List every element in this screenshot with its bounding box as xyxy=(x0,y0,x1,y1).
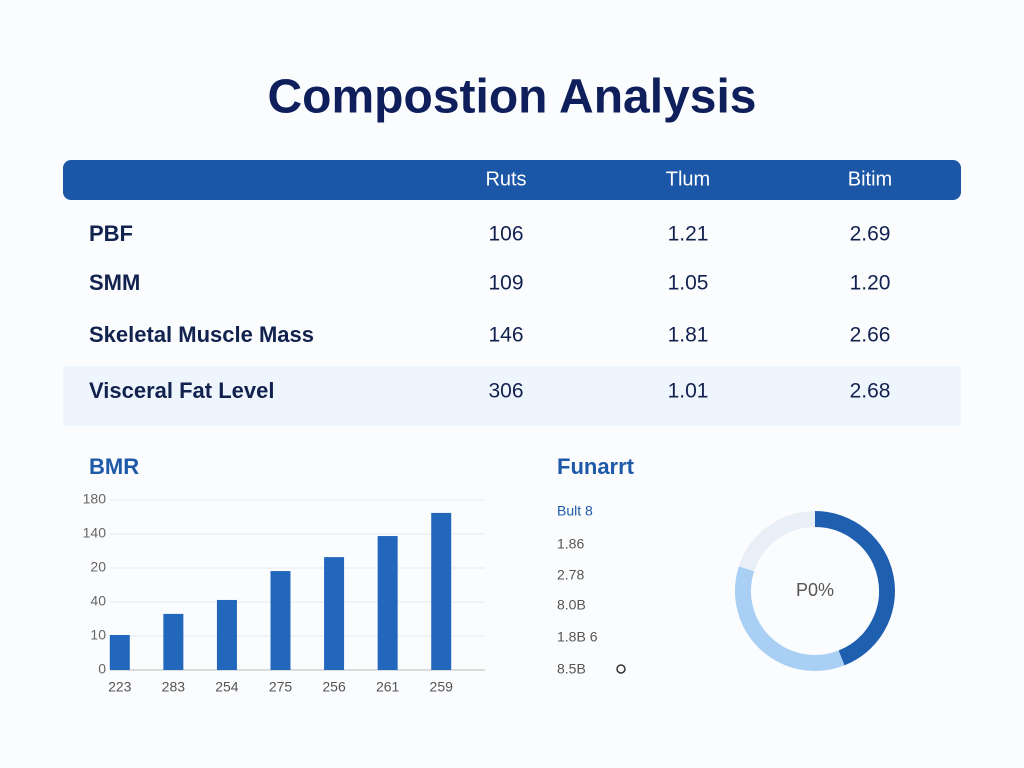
panel-item: 8.5B xyxy=(557,661,586,677)
x-tick-label: 261 xyxy=(376,679,400,695)
table-cell: 1.81 xyxy=(668,324,709,347)
table-cell: 1.01 xyxy=(668,380,709,403)
panel-title: Funarrt xyxy=(557,454,635,479)
table-cell: 1.05 xyxy=(668,272,709,295)
column-header: Ruts xyxy=(485,168,526,190)
panel-item: 1.8B 6 xyxy=(557,629,598,645)
row-label: Skeletal Muscle Mass xyxy=(89,322,314,347)
bar xyxy=(216,599,237,670)
row-label: SMM xyxy=(89,270,140,295)
y-tick-label: 40 xyxy=(90,593,106,609)
y-tick-label: 0 xyxy=(98,661,106,677)
y-tick-label: 20 xyxy=(90,559,106,575)
panel-item: 2.78 xyxy=(557,567,584,583)
table-cell: 2.66 xyxy=(850,324,891,347)
panel-heading: Bult 8 xyxy=(557,503,593,519)
table-cell: 146 xyxy=(488,324,523,347)
y-tick-label: 140 xyxy=(83,525,107,541)
column-header: Tlum xyxy=(666,168,710,190)
bar xyxy=(163,613,184,670)
bar xyxy=(324,557,345,670)
table-cell: 106 xyxy=(488,223,523,246)
x-tick-label: 254 xyxy=(215,679,239,695)
bar xyxy=(270,571,291,670)
row-highlight xyxy=(63,366,961,426)
row-label: PBF xyxy=(89,221,133,246)
y-tick-label: 10 xyxy=(90,627,106,643)
bar xyxy=(431,512,452,670)
table-cell: 109 xyxy=(488,272,523,295)
page-title: Compostion Analysis xyxy=(268,71,757,124)
indicator-dot xyxy=(616,664,626,674)
x-tick-label: 275 xyxy=(269,679,293,695)
bar xyxy=(377,536,398,670)
table-cell: 1.21 xyxy=(668,223,709,246)
donut-segment xyxy=(735,566,845,671)
donut-segment xyxy=(814,511,895,666)
table-header-bar xyxy=(63,160,961,200)
column-header: Bitim xyxy=(848,168,892,190)
table-cell: 2.68 xyxy=(850,380,891,403)
row-label: Visceral Fat Level xyxy=(89,378,275,403)
donut-center-label: P0% xyxy=(796,580,834,600)
donut-segment xyxy=(738,511,816,572)
bar xyxy=(109,634,130,670)
x-tick-label: 283 xyxy=(162,679,186,695)
y-tick-label: 180 xyxy=(83,491,107,507)
x-tick-label: 259 xyxy=(430,679,454,695)
chart-title: BMR xyxy=(89,454,139,479)
panel-item: 8.0B xyxy=(557,597,586,613)
panel-item: 1.86 xyxy=(557,536,584,552)
x-tick-label: 223 xyxy=(108,679,132,695)
table-cell: 306 xyxy=(488,380,523,403)
table-cell: 1.20 xyxy=(850,272,891,295)
x-tick-label: 256 xyxy=(322,679,346,695)
table-cell: 2.69 xyxy=(850,223,891,246)
